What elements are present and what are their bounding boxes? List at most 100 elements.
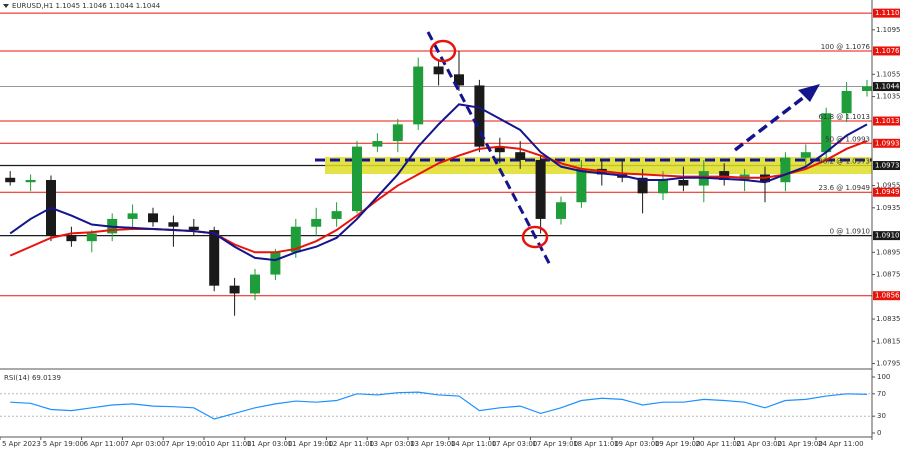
level-label-bg <box>873 138 900 148</box>
candle-body <box>454 74 464 86</box>
candle-body <box>372 141 383 147</box>
y-tick-label: 1.0835 <box>876 315 900 323</box>
y-tick-label: 1.0895 <box>876 248 900 256</box>
candle-body <box>209 230 220 286</box>
highlight-circle <box>521 225 549 249</box>
x-tick-label: 6 Apr 11:00 <box>84 440 125 448</box>
level-label: 1.1013 <box>875 117 900 125</box>
level-label-bg <box>873 161 900 171</box>
candle-body <box>780 157 791 183</box>
level-label-bg <box>873 46 900 56</box>
level-label-bg <box>873 187 900 197</box>
candle-body <box>658 179 668 194</box>
candle-body <box>576 168 587 203</box>
candle-body <box>127 213 138 219</box>
y-tick-label: 1.1055 <box>876 70 900 78</box>
candle-body <box>270 252 281 275</box>
x-tick-label: 12 Apr 11:00 <box>328 440 374 448</box>
candle-body <box>413 66 424 125</box>
x-tick-label: 7 Apr 03:00 <box>124 440 165 448</box>
x-tick-label: 11 Apr 19:00 <box>288 440 334 448</box>
candle-body <box>515 152 526 160</box>
x-tick-label: 10 Apr 11:00 <box>206 440 252 448</box>
candle-body <box>188 226 199 231</box>
fib-label: 50 @ 1.0993 <box>825 135 870 143</box>
x-tick-label: 5 Apr 19:00 <box>43 440 84 448</box>
x-tick-label: 17 Apr 03:00 <box>492 440 538 448</box>
menu-icon <box>3 4 9 8</box>
chart-title: EURUSD,H1 1.1045 1.1046 1.1044 1.1044 <box>12 2 161 10</box>
x-tick-label: 19 Apr 03:00 <box>614 440 660 448</box>
candle-body <box>250 274 260 294</box>
x-tick-label: 18 Apr 11:00 <box>573 440 619 448</box>
y-tick-label: 1.0795 <box>876 360 900 368</box>
level-label: 1.1044 <box>875 83 900 91</box>
candle-body <box>66 235 77 242</box>
x-tick-label: 20 Apr 11:00 <box>696 440 742 448</box>
level-label-bg <box>873 231 900 241</box>
x-tick-label: 21 Apr 03:00 <box>736 440 782 448</box>
rsi-tick-label: 30 <box>877 412 886 420</box>
level-label: 1.0949 <box>875 188 900 196</box>
candle-body <box>5 177 16 183</box>
x-tick-label: 17 Apr 19:00 <box>532 440 578 448</box>
candle-body <box>148 213 158 223</box>
candle-body <box>535 159 546 219</box>
trend-line <box>426 31 552 266</box>
candle-body <box>841 90 852 114</box>
x-tick-label: 13 Apr 03:00 <box>369 440 415 448</box>
arrow-head <box>798 84 820 102</box>
y-tick-label: 1.0955 <box>876 182 900 190</box>
rsi-tick-label: 100 <box>877 373 890 381</box>
rsi-tick-label: 0 <box>877 429 881 437</box>
moving-average <box>9 103 868 262</box>
fib-label: 23.6 @ 1.0949 <box>818 184 870 192</box>
x-tick-label: 14 Apr 11:00 <box>451 440 497 448</box>
candle-body <box>800 152 811 158</box>
candle-body <box>229 285 240 294</box>
level-label-bg <box>873 291 900 301</box>
candle-body <box>556 202 566 219</box>
trend-arrow <box>733 92 810 152</box>
candle-body <box>821 113 832 153</box>
rsi-tick-label: 70 <box>877 390 886 398</box>
y-tick-label: 1.0875 <box>876 271 900 279</box>
candle-body <box>25 179 36 183</box>
level-label: 1.0910 <box>875 232 900 240</box>
candle-body <box>352 146 362 212</box>
x-tick-label: 7 Apr 19:00 <box>165 440 206 448</box>
fib-label: 100 @ 1.1076 <box>821 43 871 51</box>
level-label-bg <box>873 82 900 92</box>
candle-body <box>86 233 97 242</box>
y-tick-label: 1.0935 <box>876 204 900 212</box>
candle-body <box>331 211 342 219</box>
y-tick-label: 1.1095 <box>876 26 900 34</box>
x-tick-label: 5 Apr 2023 <box>2 440 41 448</box>
fib-label: 61.8 @ 1.1013 <box>818 113 870 121</box>
x-tick-label: 11 Apr 03:00 <box>247 440 293 448</box>
highlight-circle <box>429 39 457 63</box>
candle-body <box>168 222 179 227</box>
level-label-bg <box>873 8 900 18</box>
rsi-title: RSI(14) 69.0139 <box>4 374 61 382</box>
fib-label: 0 @ 1.0910 <box>830 228 870 236</box>
level-label: 1.1076 <box>875 47 900 55</box>
level-label: 1.0856 <box>875 292 900 300</box>
rsi-line <box>10 391 868 420</box>
y-tick-label: 1.0815 <box>876 337 900 345</box>
candle-body <box>433 66 444 75</box>
level-label-bg <box>873 116 900 126</box>
fib-label: 38.2 @ 1.0973 <box>818 158 870 166</box>
level-label: 1.1110 <box>875 9 900 17</box>
candle-body <box>290 226 301 253</box>
candle-body <box>311 218 322 227</box>
candle-body <box>862 86 872 91</box>
candle-body <box>678 179 689 186</box>
candle-body <box>392 124 403 142</box>
x-tick-label: 24 Apr 11:00 <box>818 440 864 448</box>
x-tick-label: 13 Apr 19:00 <box>410 440 456 448</box>
y-tick-label: 1.1035 <box>876 93 900 101</box>
candle-body <box>474 85 485 147</box>
